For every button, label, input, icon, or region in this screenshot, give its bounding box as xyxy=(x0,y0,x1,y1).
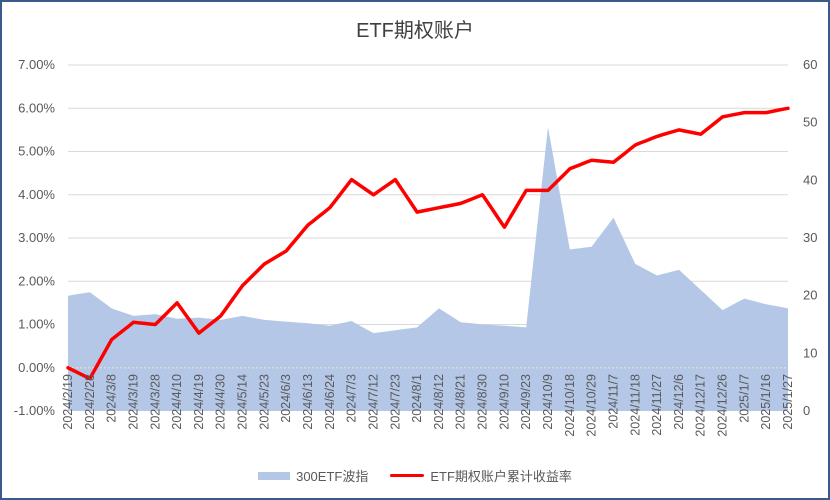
x-tick-label: 2025/1/16 xyxy=(759,374,773,430)
x-tick-label: 2024/3/28 xyxy=(148,374,162,430)
y-tick-right: 30 xyxy=(803,230,817,245)
y-tick-right: 20 xyxy=(803,288,817,303)
line-swatch-icon xyxy=(390,474,425,477)
y-tick-right: 0 xyxy=(803,403,810,418)
x-tick-label: 2024/4/19 xyxy=(192,374,206,430)
y-tick-left: 0.00% xyxy=(18,360,55,375)
x-tick-label: 2024/8/1 xyxy=(410,374,424,423)
legend-label-volatility: 300ETF波指 xyxy=(296,469,369,484)
x-tick-label: 2024/3/8 xyxy=(105,374,119,423)
x-tick-label: 2024/6/3 xyxy=(279,374,293,423)
x-tick-label: 2024/3/19 xyxy=(127,374,141,430)
x-tick-label: 2024/4/30 xyxy=(214,374,228,430)
x-tick-label: 2025/1/7 xyxy=(737,374,751,423)
x-tick-label: 2024/7/12 xyxy=(367,374,381,430)
y-tick-left: 6.00% xyxy=(18,100,55,115)
volatility-area xyxy=(68,127,788,412)
x-tick-label: 2024/6/13 xyxy=(301,374,315,430)
legend-item-volatility: 300ETF波指 xyxy=(258,466,368,485)
x-tick-label: 2024/7/23 xyxy=(388,374,402,430)
x-tick-label: 2024/5/23 xyxy=(257,374,271,430)
x-tick-label: 2024/9/10 xyxy=(497,374,511,430)
x-tick-label: 2024/2/19 xyxy=(61,374,75,430)
y-tick-right: 10 xyxy=(803,345,817,360)
x-tick-label: 2024/4/10 xyxy=(170,374,184,430)
chart-legend: 300ETF波指 ETF期权账户累计收益率 xyxy=(0,466,830,485)
y-tick-left: -1.00% xyxy=(14,403,56,418)
x-tick-label: 2025/1/27 xyxy=(781,374,795,430)
legend-label-return: ETF期权账户累计收益率 xyxy=(430,469,572,484)
x-tick-label: 2024/8/30 xyxy=(476,374,490,430)
y-tick-right: 60 xyxy=(803,57,817,72)
y-tick-right: 50 xyxy=(803,115,817,130)
y-tick-left: 5.00% xyxy=(18,144,55,159)
y-tick-left: 2.00% xyxy=(18,273,55,288)
x-tick-label: 2024/7/3 xyxy=(345,374,359,423)
cumulative-return-line xyxy=(66,106,790,381)
x-tick-label: 2024/8/12 xyxy=(432,374,446,430)
x-tick-label: 2024/5/14 xyxy=(236,374,250,430)
x-tick-label: 2024/10/29 xyxy=(585,374,599,437)
x-tick-label: 2024/10/18 xyxy=(563,374,577,437)
x-tick-label: 2024/6/24 xyxy=(323,374,337,430)
x-tick-label: 2024/11/27 xyxy=(650,374,664,436)
x-tick-label: 2024/11/18 xyxy=(628,374,642,436)
y-tick-left: 1.00% xyxy=(18,317,55,332)
x-tick-label: 2024/12/17 xyxy=(694,374,708,437)
x-tick-label: 2024/11/7 xyxy=(607,374,621,429)
y-tick-right: 40 xyxy=(803,172,817,187)
area-swatch-icon xyxy=(258,471,291,480)
y-tick-left: 4.00% xyxy=(18,187,55,202)
x-tick-label: 2024/9/23 xyxy=(519,374,533,430)
y-tick-left: 7.00% xyxy=(18,57,55,72)
x-tick-label: 2024/8/21 xyxy=(454,374,468,430)
x-tick-label: 2024/12/26 xyxy=(716,374,730,437)
chart-title: ETF期权账户 xyxy=(356,20,474,42)
x-tick-label: 2024/10/9 xyxy=(541,374,555,430)
x-tick-label: 2024/2/28 xyxy=(83,374,97,430)
legend-item-return: ETF期权账户累计收益率 xyxy=(390,466,572,485)
x-tick-label: 2024/12/6 xyxy=(672,374,686,430)
y-tick-left: 3.00% xyxy=(18,230,55,245)
